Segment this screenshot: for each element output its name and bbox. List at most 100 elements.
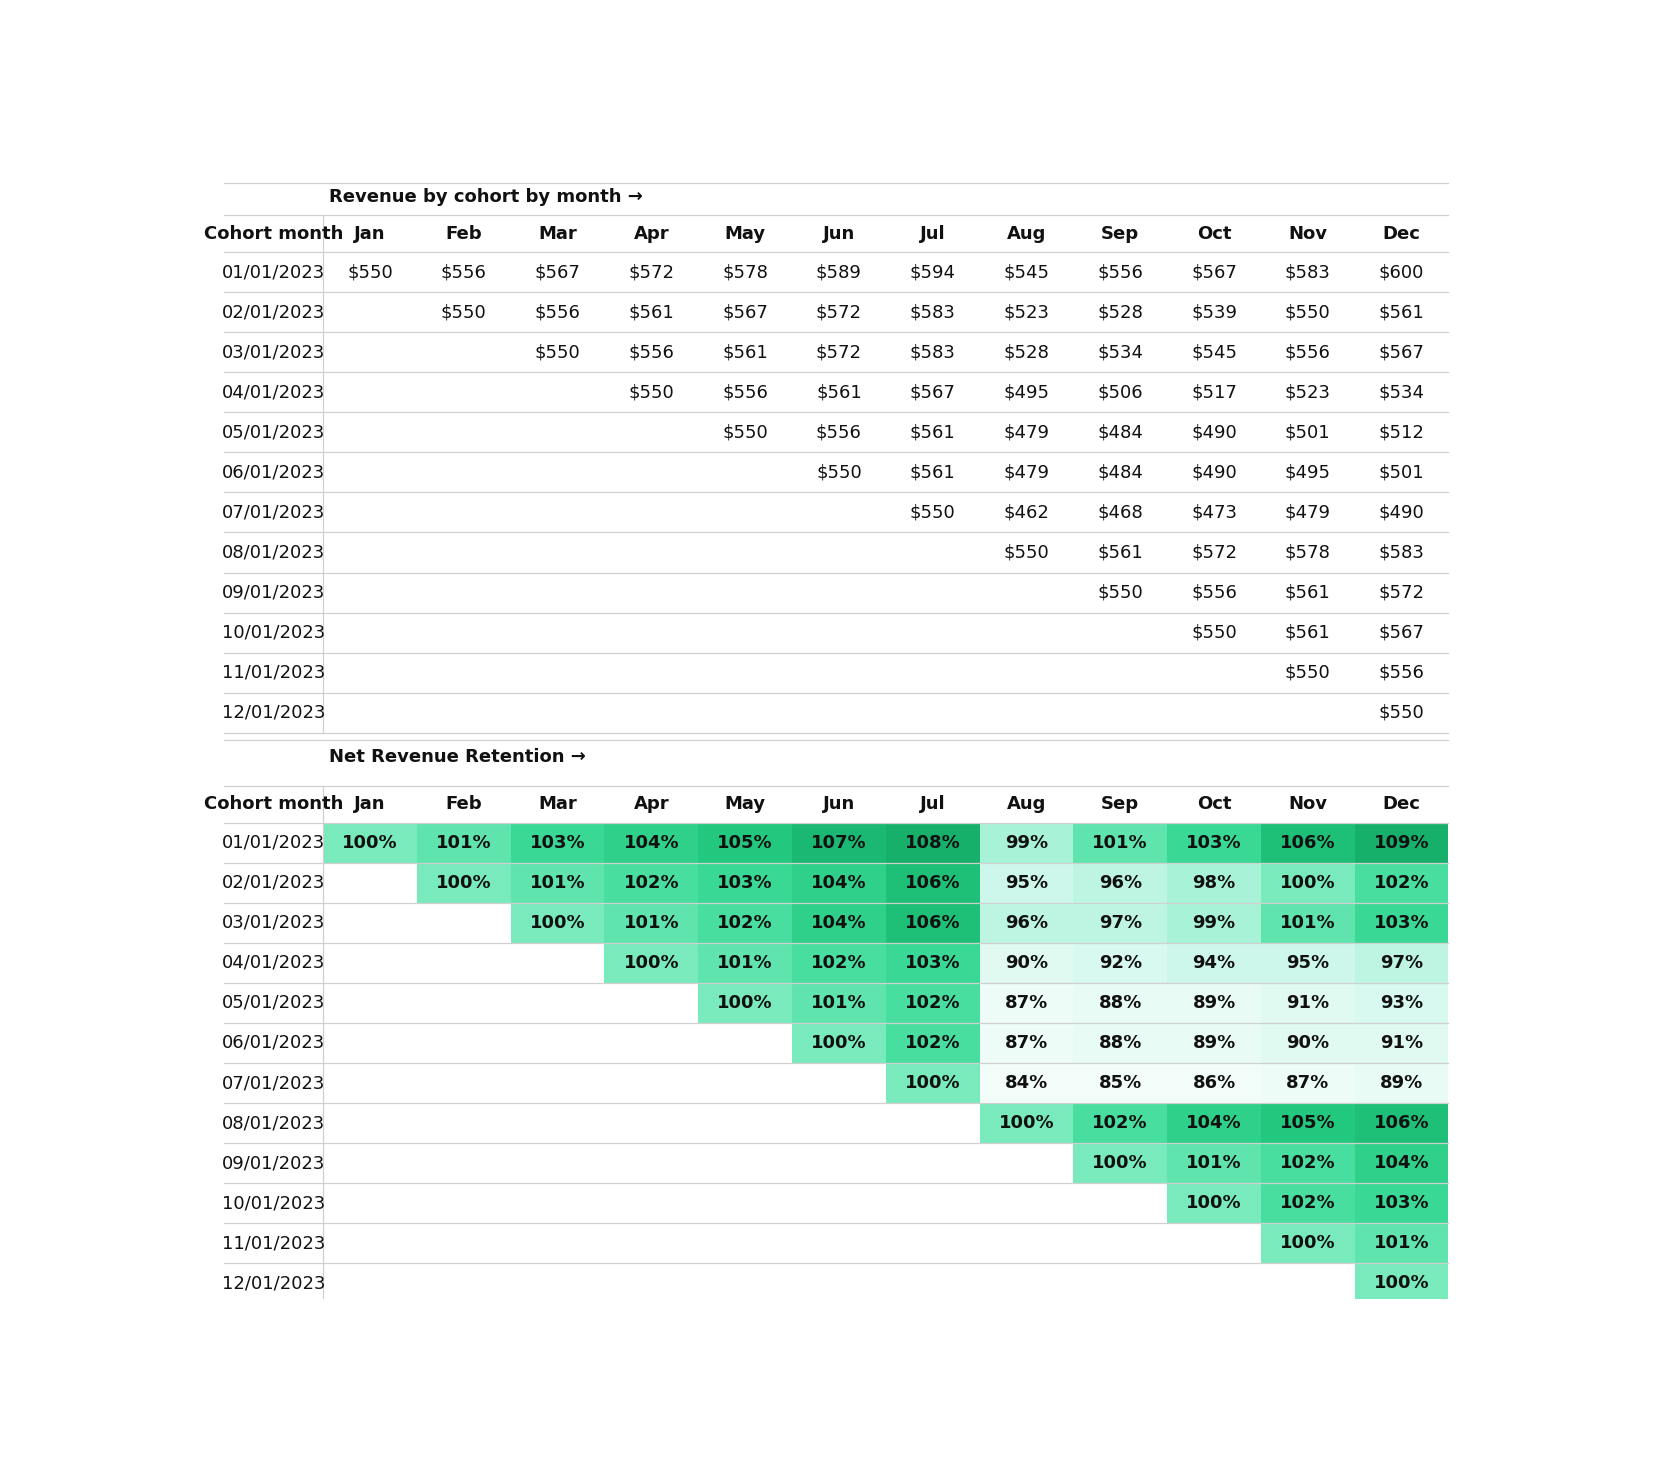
- Bar: [1354, 1023, 1448, 1063]
- Text: 98%: 98%: [1193, 875, 1235, 892]
- Text: 94%: 94%: [1193, 953, 1235, 972]
- Text: $495: $495: [1285, 463, 1331, 482]
- Text: 100%: 100%: [1280, 1234, 1336, 1253]
- Text: $561: $561: [911, 463, 956, 482]
- Bar: [1354, 1104, 1448, 1143]
- Text: 100%: 100%: [1374, 1275, 1430, 1292]
- Text: Aug: Aug: [1006, 225, 1047, 242]
- Text: Dec: Dec: [1383, 225, 1421, 242]
- Text: 84%: 84%: [1005, 1075, 1048, 1092]
- Text: 88%: 88%: [1099, 1034, 1142, 1053]
- Bar: [1168, 1063, 1262, 1104]
- Text: $594: $594: [909, 263, 956, 282]
- Bar: [979, 943, 1074, 983]
- Text: 102%: 102%: [623, 875, 679, 892]
- Bar: [1262, 1183, 1354, 1223]
- Text: $561: $561: [722, 343, 768, 361]
- Text: $567: $567: [722, 304, 768, 321]
- Bar: [1074, 1023, 1168, 1063]
- Bar: [1262, 1063, 1354, 1104]
- Bar: [1262, 902, 1354, 943]
- Text: $523: $523: [1285, 384, 1331, 402]
- Text: 01/01/2023: 01/01/2023: [222, 834, 326, 851]
- Text: $550: $550: [1285, 304, 1331, 321]
- Text: 106%: 106%: [1374, 1114, 1430, 1132]
- Bar: [1168, 1183, 1262, 1223]
- Text: Feb: Feb: [445, 796, 482, 813]
- Text: 102%: 102%: [1280, 1153, 1336, 1172]
- Text: $490: $490: [1191, 463, 1236, 482]
- Text: $561: $561: [1379, 304, 1425, 321]
- Bar: [885, 1063, 979, 1104]
- Text: 01/01/2023: 01/01/2023: [222, 263, 326, 282]
- Text: 101%: 101%: [1374, 1234, 1430, 1253]
- Text: Jan: Jan: [354, 225, 386, 242]
- Bar: [1168, 902, 1262, 943]
- Text: $572: $572: [816, 343, 862, 361]
- Text: 102%: 102%: [1374, 875, 1430, 892]
- Bar: [791, 1023, 885, 1063]
- Text: $501: $501: [1379, 463, 1425, 482]
- Text: 87%: 87%: [1005, 994, 1048, 1012]
- Bar: [323, 823, 417, 863]
- Text: $600: $600: [1379, 263, 1425, 282]
- Text: 102%: 102%: [811, 953, 867, 972]
- Text: 108%: 108%: [906, 834, 961, 851]
- Bar: [885, 1023, 979, 1063]
- Bar: [1354, 1183, 1448, 1223]
- Bar: [1262, 1104, 1354, 1143]
- Text: 97%: 97%: [1379, 953, 1423, 972]
- Bar: [791, 823, 885, 863]
- Text: 100%: 100%: [1280, 875, 1336, 892]
- Text: 107%: 107%: [811, 834, 867, 851]
- Bar: [1354, 983, 1448, 1023]
- Bar: [511, 902, 605, 943]
- Text: 12/01/2023: 12/01/2023: [222, 704, 326, 721]
- Bar: [1262, 823, 1354, 863]
- Text: 03/01/2023: 03/01/2023: [222, 914, 326, 931]
- Text: Cohort month: Cohort month: [203, 796, 343, 813]
- Text: $484: $484: [1097, 463, 1142, 482]
- Text: $567: $567: [534, 263, 581, 282]
- Text: Feb: Feb: [445, 225, 482, 242]
- Bar: [1262, 983, 1354, 1023]
- Text: $550: $550: [534, 343, 581, 361]
- Bar: [1168, 983, 1262, 1023]
- Bar: [791, 983, 885, 1023]
- Text: $561: $561: [1285, 623, 1331, 641]
- Text: $550: $550: [1097, 584, 1142, 602]
- Text: May: May: [724, 796, 766, 813]
- Text: 06/01/2023: 06/01/2023: [222, 1034, 326, 1053]
- Bar: [979, 863, 1074, 902]
- Text: Sep: Sep: [1100, 225, 1139, 242]
- Text: Apr: Apr: [633, 225, 669, 242]
- Text: 96%: 96%: [1099, 875, 1142, 892]
- Bar: [885, 902, 979, 943]
- Bar: [1354, 902, 1448, 943]
- Bar: [223, 215, 1448, 733]
- Text: 106%: 106%: [1280, 834, 1336, 851]
- Text: 08/01/2023: 08/01/2023: [222, 543, 326, 562]
- Text: $506: $506: [1097, 384, 1142, 402]
- Text: 97%: 97%: [1099, 914, 1142, 931]
- Text: Jun: Jun: [823, 225, 855, 242]
- Text: $534: $534: [1097, 343, 1142, 361]
- Text: $567: $567: [1379, 343, 1425, 361]
- Text: $583: $583: [911, 343, 956, 361]
- Bar: [605, 943, 699, 983]
- Text: 96%: 96%: [1005, 914, 1048, 931]
- Text: 95%: 95%: [1005, 875, 1048, 892]
- Text: $473: $473: [1191, 504, 1236, 521]
- Bar: [1074, 1143, 1168, 1183]
- Text: 101%: 101%: [1186, 1153, 1242, 1172]
- Text: 04/01/2023: 04/01/2023: [222, 953, 326, 972]
- Text: 02/01/2023: 02/01/2023: [222, 304, 326, 321]
- Text: 103%: 103%: [1374, 914, 1430, 931]
- Text: 104%: 104%: [1186, 1114, 1242, 1132]
- Text: 99%: 99%: [1193, 914, 1235, 931]
- Text: 88%: 88%: [1099, 994, 1142, 1012]
- Bar: [1074, 863, 1168, 902]
- Text: 100%: 100%: [343, 834, 398, 851]
- Text: 103%: 103%: [717, 875, 773, 892]
- Text: Aug: Aug: [1006, 796, 1047, 813]
